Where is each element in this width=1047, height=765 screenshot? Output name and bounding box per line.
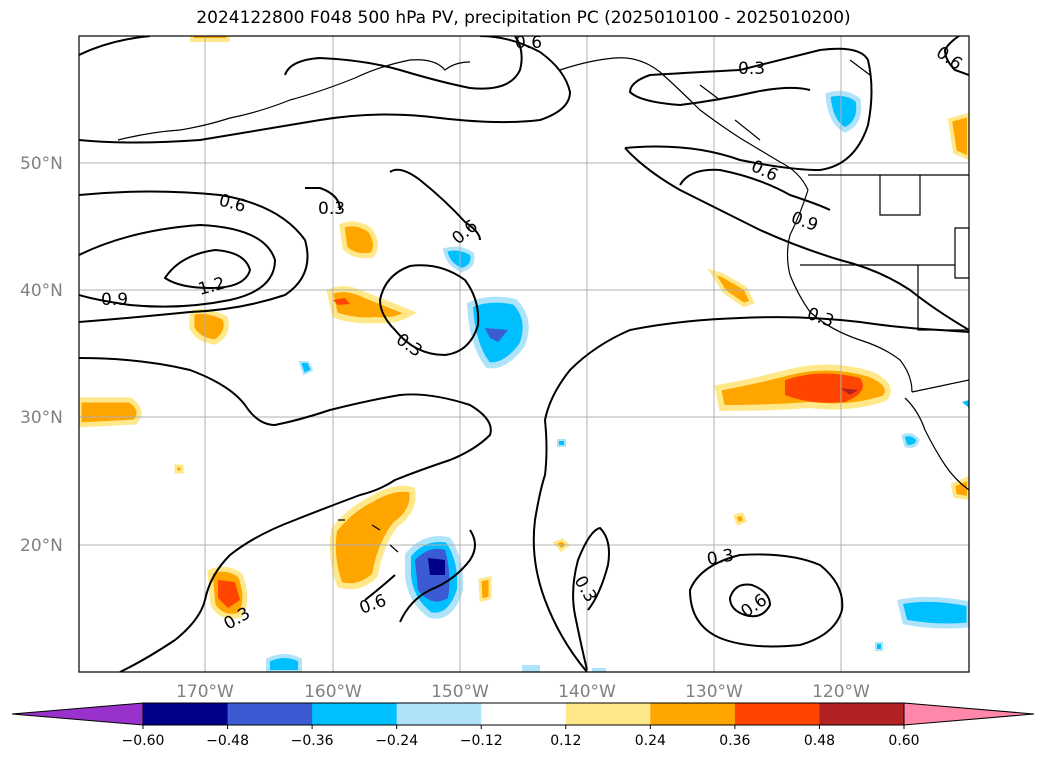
- lat-tick-label: 40°N: [20, 281, 63, 301]
- colorbar-tick-label: 0.12: [550, 733, 581, 749]
- lon-tick-label: 170°W: [176, 682, 234, 702]
- contour-label: 0.3: [738, 59, 765, 79]
- colorbar-tick-label: 0.48: [804, 733, 835, 749]
- contour-label: 0.3: [318, 199, 345, 219]
- colorbar-tick-label: −0.60: [122, 733, 165, 749]
- colorbar-tick-label: −0.36: [291, 733, 334, 749]
- contour-label: 0.6: [515, 33, 542, 53]
- colorbar-tick-label: −0.48: [206, 733, 249, 749]
- contour-label: 0.9: [101, 290, 128, 310]
- colorbar-segment: [819, 703, 905, 725]
- lat-axis: 50°N 40°N 30°N 20°N: [20, 154, 63, 556]
- precip-positive-fills: [79, 36, 969, 619]
- colorbar-segment: [481, 703, 567, 725]
- contour-label: 0.3: [705, 546, 735, 570]
- colorbar-tick-label: 0.36: [719, 733, 750, 749]
- colorbar-outline: [142, 702, 905, 726]
- pv-contours: [79, 36, 969, 672]
- colorbar-segment: [565, 703, 651, 725]
- colorbar-segment: [227, 703, 313, 725]
- colorbar-segments: [143, 703, 905, 725]
- colorbar-tick-label: 0.24: [635, 733, 666, 749]
- lon-axis: 170°W 160°W 150°W 140°W 130°W 120°W: [176, 682, 870, 702]
- lon-tick-label: 130°W: [685, 682, 743, 702]
- lon-tick-label: 140°W: [558, 682, 616, 702]
- colorbar-segment: [312, 703, 398, 725]
- map-frame: [78, 35, 970, 673]
- colorbar-ticks: −0.60 −0.48 −0.36 −0.24 −0.12 0.12 0.24 0.36 0.4…: [122, 725, 920, 749]
- colorbar: −0.60 −0.48 −0.36 −0.24 −0.12 0.12 0.24 0.36 0.4…: [11, 702, 1035, 749]
- colorbar-tick-label: 0.60: [888, 733, 919, 749]
- colorbar-segment: [143, 703, 229, 725]
- colorbar-segment: [396, 703, 482, 725]
- map-title: 2024122800 F048 500 hPa PV, precipitatio…: [196, 8, 851, 28]
- coastlines: [117, 57, 969, 553]
- lon-tick-label: 150°W: [431, 682, 489, 702]
- lat-tick-label: 20°N: [20, 536, 63, 556]
- lon-tick-label: 160°W: [304, 682, 362, 702]
- colorbar-segment: [650, 703, 736, 725]
- lat-tick-label: 30°N: [20, 408, 63, 428]
- colorbar-tick-label: −0.12: [460, 733, 503, 749]
- colorbar-extend-right: [903, 702, 1035, 726]
- colorbar-extend-left: [11, 702, 144, 726]
- colorbar-tick-label: −0.24: [375, 733, 418, 749]
- colorbar-segment: [734, 703, 820, 725]
- graticule: [79, 36, 969, 672]
- lon-tick-label: 120°W: [812, 682, 870, 702]
- lat-tick-label: 50°N: [20, 154, 63, 174]
